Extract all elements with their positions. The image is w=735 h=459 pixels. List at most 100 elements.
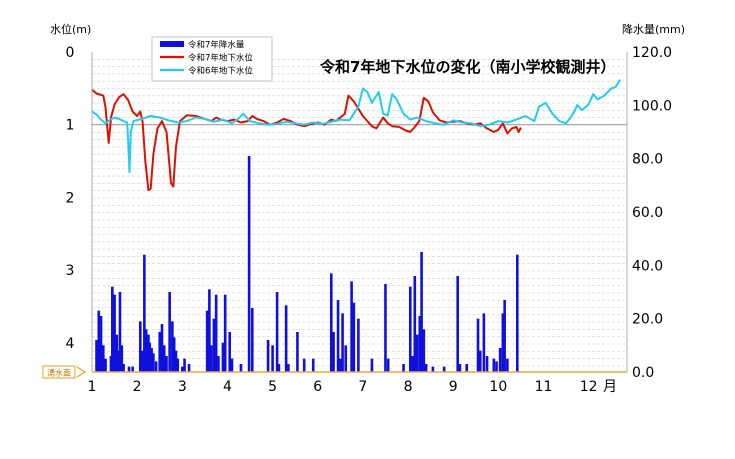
precip-bar — [386, 358, 390, 372]
precip-bar — [150, 348, 153, 372]
precip-bar — [209, 345, 213, 372]
precip-bar — [228, 332, 232, 372]
right-tick-label: 40.0 — [632, 258, 663, 274]
precip-bar — [302, 358, 306, 372]
precip-bar — [415, 334, 419, 372]
precip-bar — [165, 356, 168, 372]
precip-bar — [402, 364, 405, 372]
precip-bar — [116, 350, 120, 372]
precip-bar — [296, 332, 299, 372]
precip-bar — [109, 356, 113, 372]
precip-bar — [271, 345, 274, 372]
legend-label-0: 令和7年降水量 — [188, 40, 245, 51]
precip-bar — [465, 364, 469, 372]
precip-bar — [501, 313, 505, 372]
left-tick-label: 0 — [66, 45, 75, 61]
precip-bar — [478, 350, 482, 372]
precip-bar — [277, 364, 281, 372]
precip-bar — [115, 334, 119, 372]
series-line-2 — [91, 79, 622, 173]
precip-bar — [357, 318, 360, 372]
precip-bar — [131, 366, 134, 372]
precip-bar — [250, 308, 254, 372]
precip-bar — [311, 358, 315, 372]
precip-bar — [370, 358, 374, 372]
precip-bar — [230, 358, 234, 372]
precip-bar — [212, 318, 216, 372]
precip-bar — [431, 366, 435, 372]
precip-bar — [208, 289, 211, 372]
precip-bar — [515, 254, 519, 372]
left-tick-label: 3 — [66, 263, 75, 279]
precip-bar — [147, 334, 150, 372]
precip-bar — [205, 310, 209, 372]
precip-bar — [485, 356, 489, 372]
precip-bar — [424, 364, 428, 372]
month-tick-label: 3 — [178, 379, 187, 395]
precip-bar — [214, 294, 218, 372]
precip-bar — [339, 358, 342, 372]
precip-bar — [187, 364, 191, 372]
precip-bar — [148, 342, 152, 372]
precip-bar — [143, 254, 146, 372]
precip-bar — [418, 316, 422, 372]
precip-bar — [344, 345, 348, 372]
precip-bar — [141, 350, 144, 372]
precip-bar — [239, 364, 243, 372]
precip-bar — [350, 281, 353, 372]
right-tick-label: 60.0 — [632, 205, 663, 221]
precip-bar — [384, 284, 387, 372]
precip-bar — [176, 358, 180, 372]
month-unit-label: 月 — [603, 379, 617, 395]
legend-label-1: 令和7年地下水位 — [188, 53, 253, 64]
ground-marker-arrow — [76, 366, 87, 378]
precip-bar — [287, 364, 290, 372]
precip-bar — [420, 252, 423, 372]
precip-bar — [168, 292, 171, 372]
precip-bar — [336, 300, 340, 372]
precip-bar — [154, 361, 158, 372]
precip-bar — [408, 286, 412, 372]
precip-bar — [456, 276, 459, 372]
precip-bar — [247, 156, 251, 372]
month-tick-label: 2 — [133, 379, 142, 395]
precip-bar — [506, 358, 509, 372]
precip-bar — [492, 358, 496, 372]
precip-bar — [352, 302, 356, 372]
precip-bar — [158, 332, 162, 372]
precip-bar — [127, 366, 131, 372]
right-tick-label: 100.0 — [632, 98, 672, 114]
chart-title: 令和7年地下水位の変化（南小学校観測井） — [320, 58, 615, 76]
precip-bar — [275, 292, 279, 372]
precip-bar — [144, 329, 148, 372]
precip-bar — [172, 337, 176, 372]
right-tick-label: 80.0 — [632, 152, 663, 168]
ground-marker-label: 湧水面 — [47, 368, 71, 378]
precip-bar — [113, 294, 116, 372]
precip-bar — [97, 310, 101, 372]
right-tick-label: 0.0 — [632, 365, 654, 381]
legend-label-2: 令和6年地下水位 — [188, 66, 253, 77]
month-tick-label: 10 — [489, 379, 507, 395]
month-tick-label: 5 — [268, 379, 277, 395]
precip-bar — [122, 364, 125, 372]
precip-bar — [413, 276, 417, 372]
line-layer — [91, 79, 622, 192]
precip-bar — [174, 350, 178, 372]
month-tick-label: 11 — [535, 379, 553, 395]
precip-bar — [341, 313, 344, 372]
month-tick-label: 4 — [223, 379, 232, 395]
precip-bar — [411, 356, 414, 372]
month-tick-label: 1 — [88, 379, 97, 395]
month-tick-label: 7 — [358, 379, 367, 395]
precip-bar — [458, 364, 462, 372]
precip-bar — [120, 345, 124, 372]
precip-bar — [104, 358, 107, 372]
left-tick-label: 2 — [66, 190, 75, 206]
precip-bar — [476, 318, 480, 372]
left-tick-label: 4 — [66, 336, 75, 352]
